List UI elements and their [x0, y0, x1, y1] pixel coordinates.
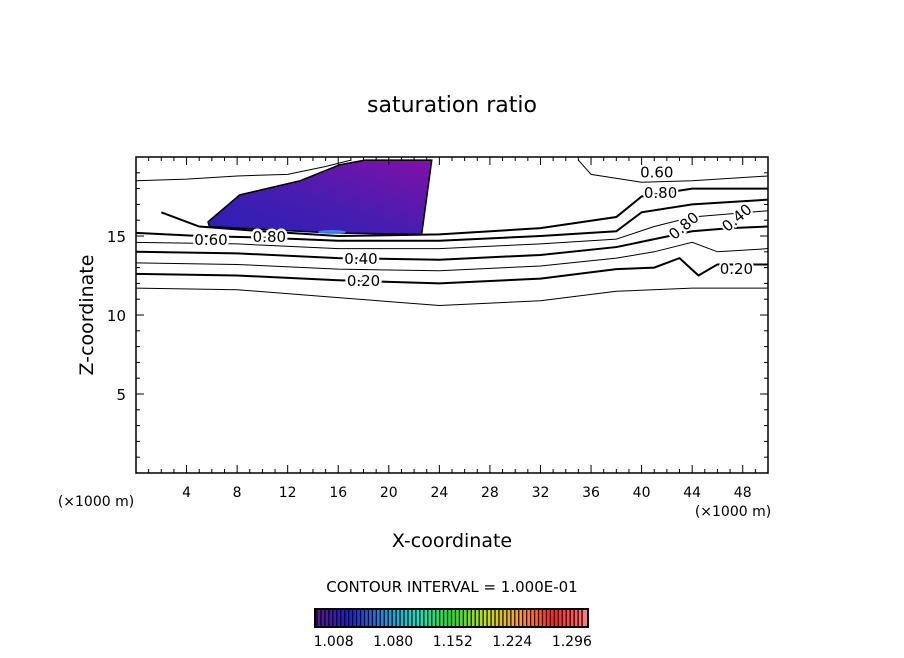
colorbar-tick-label: 1.152: [433, 634, 473, 650]
contour-line: [136, 210, 768, 250]
contour-label: 0.60: [640, 164, 673, 182]
x-tick-label: 12: [279, 485, 297, 501]
x-axis-label: X-coordinate: [392, 530, 512, 552]
contour-label: 0.40: [344, 250, 377, 268]
y-axis-label: Z-coordinate: [76, 255, 98, 376]
contour-label: 0.80: [665, 208, 702, 243]
contour-line: [160, 187, 768, 238]
contour-line: [136, 159, 352, 182]
chart-title: saturation ratio: [367, 93, 537, 118]
colorbar: 1.008 1.080 1.152 1.224 1.296: [314, 608, 592, 650]
contour-label: 0.80: [644, 184, 677, 202]
contour-line: [136, 256, 768, 285]
colorbar-tick-label: 1.080: [373, 634, 413, 650]
colorbar-tick-label: 1.296: [552, 634, 592, 650]
x-tick-label: 44: [683, 485, 701, 501]
contour-label: 0.80: [253, 228, 286, 246]
contour-line: [136, 198, 768, 242]
contour-line: [136, 241, 768, 272]
y-tick-label: 10: [107, 307, 126, 325]
x-tick-label: 8: [233, 485, 242, 501]
plot-area: 0.20 0.40 0.60 0.80 0.60 0.80 0.80 0.40 0.20: [136, 159, 768, 307]
contour-label: 0.20: [720, 260, 753, 278]
x-tick-label: 16: [329, 485, 347, 501]
colorbar-tick-label: 1.224: [492, 634, 532, 650]
x-tick-label: 24: [430, 485, 448, 501]
colorbar-tick-label: 1.008: [314, 634, 354, 650]
x-tick-label: 32: [532, 485, 550, 501]
y-tick-label: 5: [116, 386, 126, 404]
contour-label: 0.20: [347, 272, 380, 290]
contour-label: 0.40: [718, 200, 755, 235]
contour-line: [136, 225, 768, 261]
contour-label: 0.60: [194, 231, 227, 249]
x-tick-label: 36: [582, 485, 600, 501]
x-tick-label: 20: [380, 485, 398, 501]
fill-highlight: [317, 230, 346, 235]
x-tick-label: 4: [182, 485, 191, 501]
x-unit-right: (×1000 m): [695, 504, 771, 520]
x-tick-label: 28: [481, 485, 499, 501]
saturation-fill-region: [207, 159, 433, 236]
contour-interval-text: CONTOUR INTERVAL = 1.000E-01: [326, 578, 577, 596]
x-tick-label: 40: [633, 485, 651, 501]
x-tick-label: 48: [734, 485, 752, 501]
x-unit-left: (×1000 m): [58, 494, 134, 510]
y-tick-label: 15: [107, 228, 126, 246]
contour-line: [136, 287, 768, 307]
contour-line: [578, 159, 768, 183]
